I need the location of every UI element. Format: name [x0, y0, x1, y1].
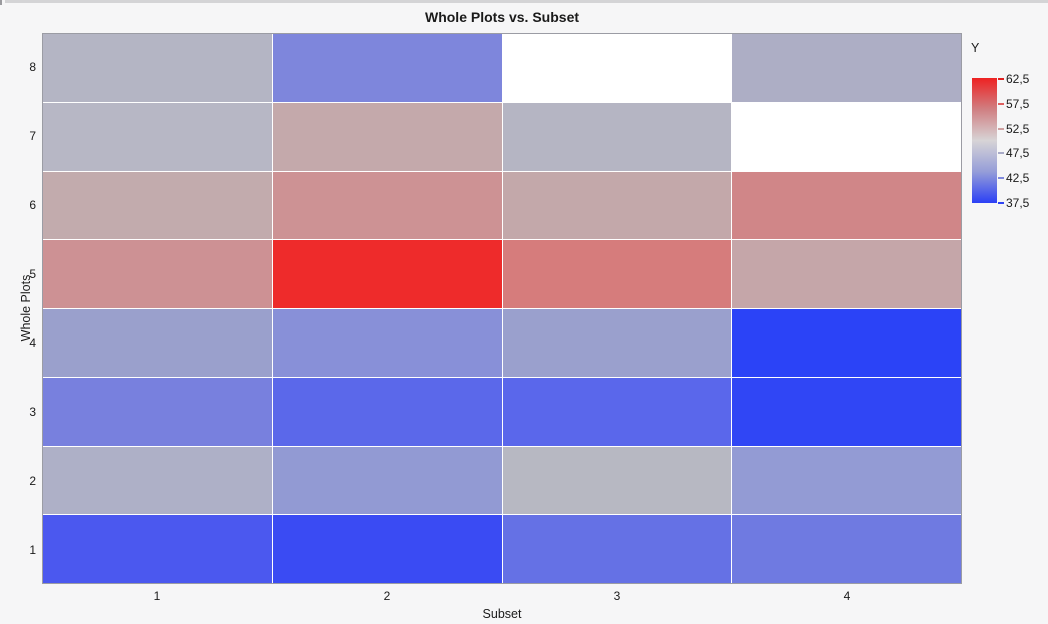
- heatmap-cell[interactable]: [732, 515, 961, 583]
- heatmap-cell[interactable]: [732, 446, 961, 515]
- y-axis-tick-label: 3: [29, 404, 36, 419]
- heatmap-cell[interactable]: [272, 309, 502, 377]
- y-axis-tick-label: 2: [29, 473, 36, 488]
- x-axis-label: Subset: [482, 607, 522, 621]
- heatmap-cell[interactable]: [732, 171, 961, 240]
- y-axis-tick-label: 5: [29, 267, 36, 282]
- chart-title: Whole Plots vs. Subset: [424, 9, 580, 25]
- heatmap-cell[interactable]: [43, 171, 272, 240]
- legend-tick-label: 47,5: [1006, 146, 1030, 161]
- heatmap-cell[interactable]: [502, 34, 732, 102]
- legend-gradient-bar: [972, 78, 997, 203]
- y-axis-tick-label: 8: [29, 60, 36, 75]
- y-axis-tick-label: 4: [29, 335, 36, 350]
- heatmap-cell[interactable]: [43, 240, 272, 308]
- heatmap-cell[interactable]: [502, 515, 732, 583]
- x-axis-tick-label: 3: [613, 589, 621, 603]
- legend-tick-label: 37,5: [1006, 196, 1030, 210]
- legend-tick-label: 52,5: [1006, 121, 1030, 136]
- y-axis-tick-label: 1: [29, 542, 36, 557]
- legend-tick-label: 57,5: [1006, 96, 1030, 111]
- heatmap-cell[interactable]: [43, 34, 272, 102]
- heatmap-cell[interactable]: [732, 34, 961, 102]
- legend-tick-mark: [998, 102, 1004, 105]
- heatmap-cell[interactable]: [43, 446, 272, 515]
- heatmap-cell[interactable]: [43, 309, 272, 377]
- legend-tick-label: 42,5: [1006, 171, 1030, 186]
- legend-tick-mark: [998, 78, 1004, 80]
- legend-title: Y: [971, 41, 980, 55]
- x-axis-tick-label: 4: [843, 589, 851, 603]
- heatmap-cell[interactable]: [272, 240, 502, 308]
- heatmap-cell[interactable]: [43, 102, 272, 171]
- heatmap-cell[interactable]: [502, 240, 732, 308]
- top-divider: [5, 0, 1048, 3]
- y-axis-tick-label: 7: [29, 129, 36, 144]
- heatmap-cell[interactable]: [272, 34, 502, 102]
- heatmap-cell[interactable]: [272, 102, 502, 171]
- heatmap-cell[interactable]: [272, 446, 502, 515]
- y-axis-tick-label: 6: [29, 198, 36, 213]
- x-axis-tick-label: 1: [153, 589, 161, 603]
- heatmap-plot: [42, 33, 962, 584]
- heatmap-cell[interactable]: [43, 377, 272, 446]
- legend-tick-mark: [998, 127, 1004, 130]
- heatmap-cell[interactable]: [732, 309, 961, 377]
- x-axis-tick-label: 2: [383, 589, 391, 603]
- heatmap-cell[interactable]: [43, 515, 272, 583]
- heatmap-cell[interactable]: [502, 377, 732, 446]
- heatmap-cell[interactable]: [272, 171, 502, 240]
- heatmap-cell[interactable]: [732, 102, 961, 171]
- heatmap-cell[interactable]: [502, 446, 732, 515]
- heatmap-cell[interactable]: [272, 377, 502, 446]
- heatmap-cell[interactable]: [732, 240, 961, 308]
- heatmap-cell[interactable]: [502, 309, 732, 377]
- heatmap-cell[interactable]: [502, 102, 732, 171]
- top-divider-end: [0, 0, 2, 5]
- legend-tick-mark: [998, 177, 1004, 180]
- legend-tick-mark: [998, 202, 1004, 204]
- legend-tick-label: 62,5: [1006, 72, 1030, 86]
- heatmap-cell[interactable]: [272, 515, 502, 583]
- y-axis-label: Whole Plots: [19, 274, 33, 342]
- legend-tick-mark: [998, 152, 1004, 155]
- heatmap-cell[interactable]: [502, 171, 732, 240]
- heatmap-cell[interactable]: [732, 377, 961, 446]
